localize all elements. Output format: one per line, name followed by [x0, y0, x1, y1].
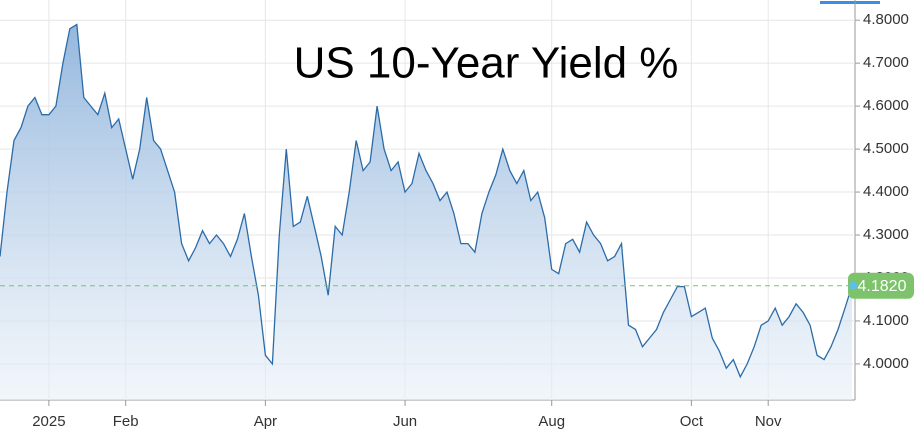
x-tick-label: Oct: [680, 413, 704, 430]
y-tick-label: 4.0000: [863, 355, 909, 372]
y-tick-label: 4.1000: [863, 312, 909, 329]
y-tick-label: 4.4000: [863, 183, 909, 200]
x-tick-label: Aug: [538, 413, 565, 430]
last-value-dot: [849, 281, 857, 290]
plot: [0, 23, 855, 400]
chart-title: US 10-Year Yield %: [294, 39, 679, 88]
line: [0, 23, 853, 379]
x-tick-label: 2025: [32, 413, 65, 430]
y-tick-label: 4.6000: [863, 97, 909, 114]
area-fill: [0, 24, 852, 400]
y-tick-label: 4.3000: [863, 226, 909, 243]
x-tick-label: Jun: [393, 413, 417, 430]
y-tick-label: 4.7000: [863, 54, 909, 71]
last-value-tag: [848, 272, 914, 299]
y-tick-label: 4.5000: [863, 140, 909, 157]
x-tick-label: Nov: [755, 413, 782, 430]
last-value-label: 4.1820: [858, 278, 907, 295]
y-tick-label: 4.8000: [863, 11, 909, 28]
x-tick-label: Feb: [113, 413, 139, 430]
x-tick-label: Apr: [254, 413, 277, 430]
labels: 4.00004.10004.20004.30004.40004.50004.60…: [32, 11, 914, 430]
toolbar-accent: [820, 1, 880, 4]
